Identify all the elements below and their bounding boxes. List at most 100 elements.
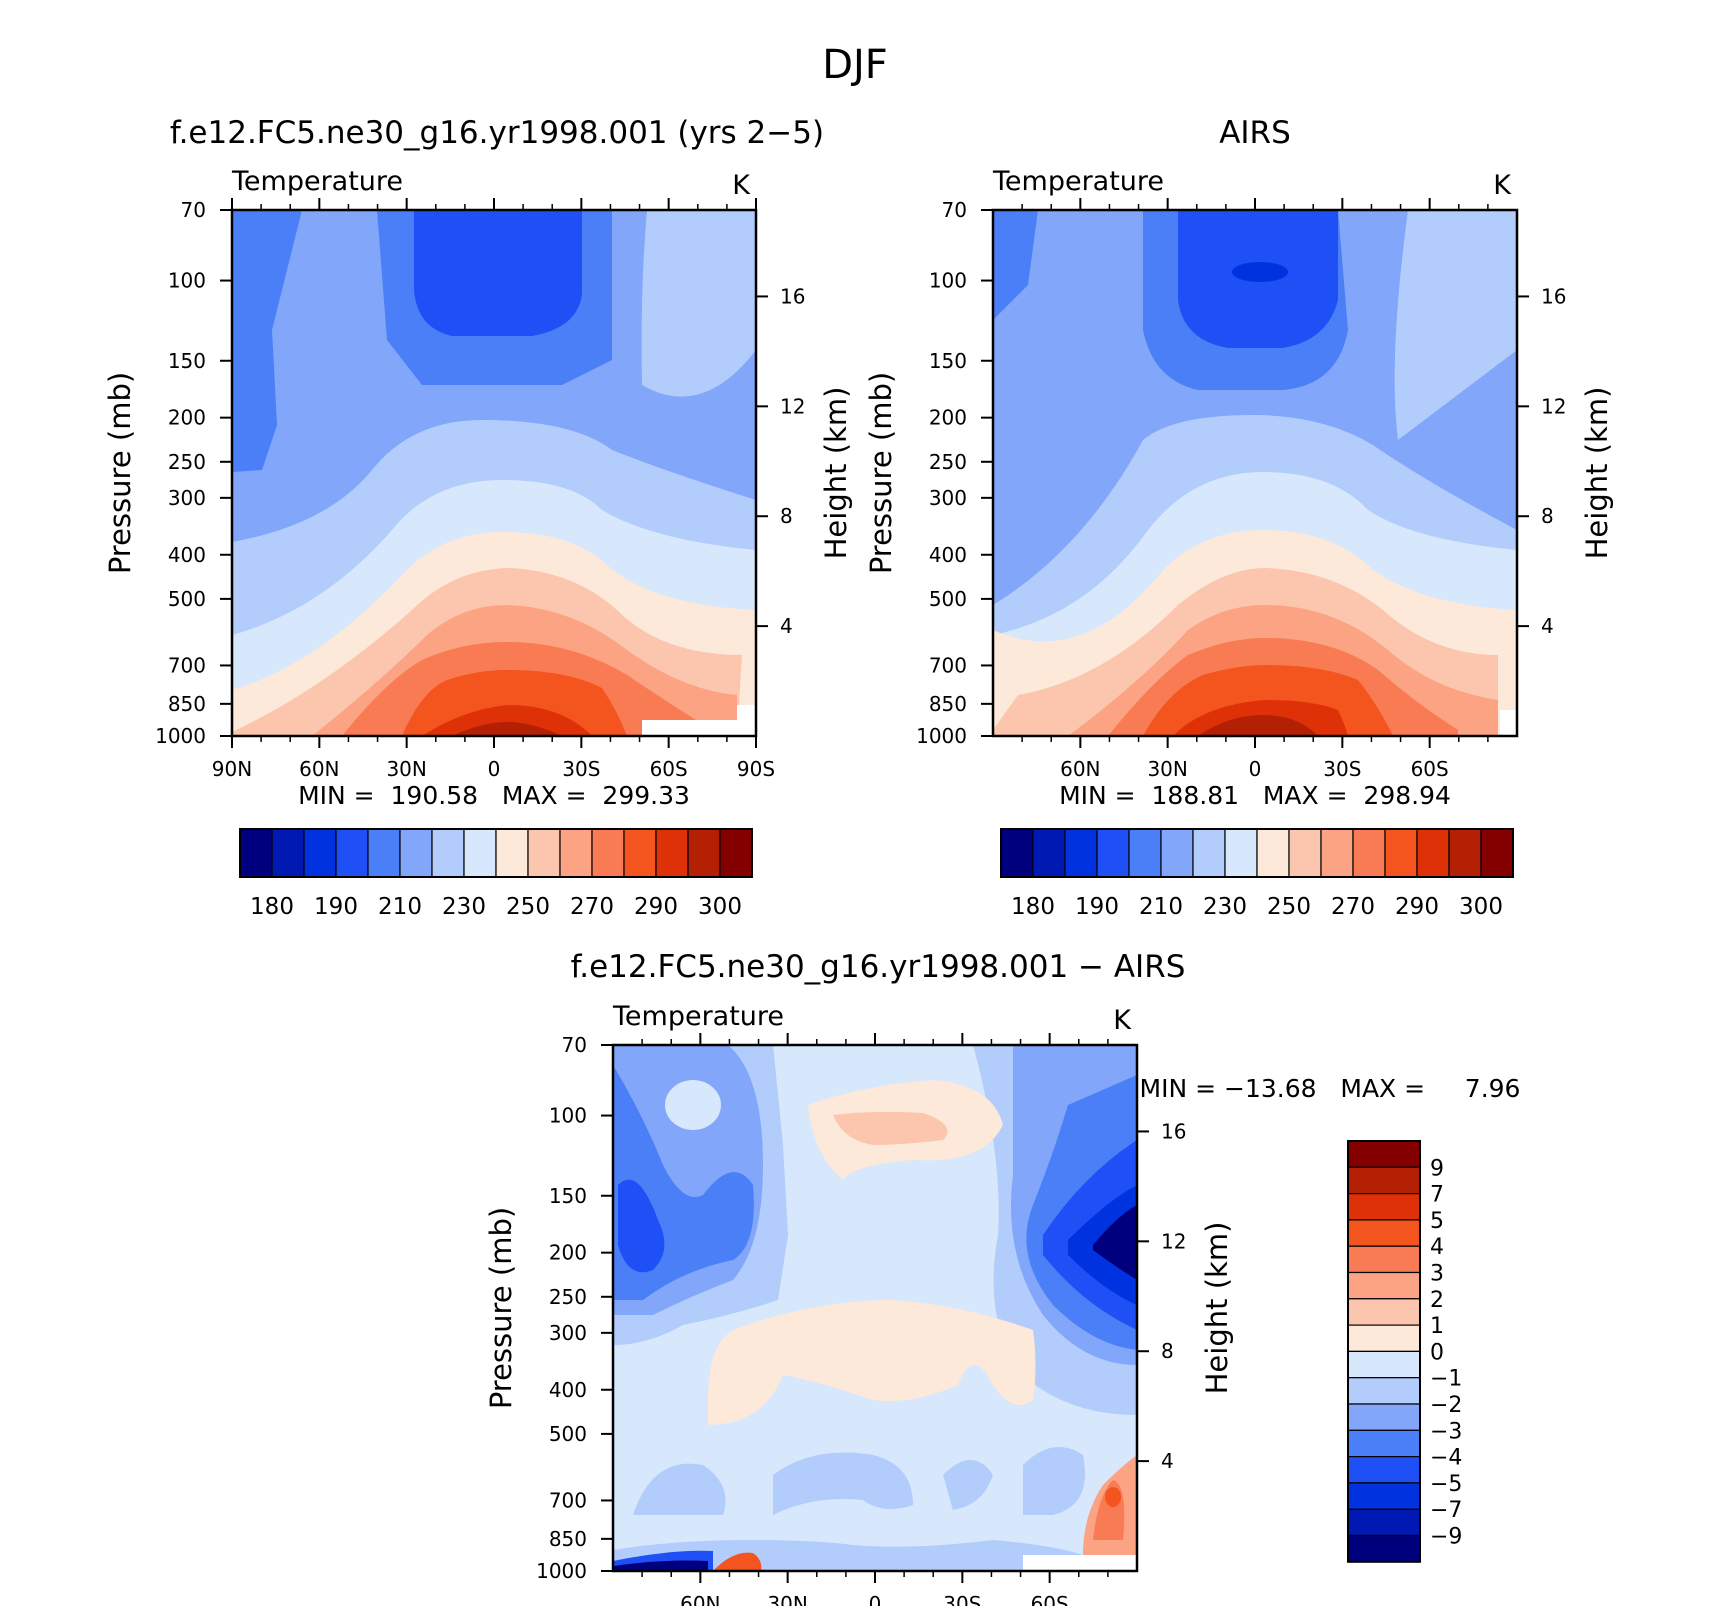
diff-ytick-label: 250	[549, 1285, 587, 1309]
left-ytick-label: 1000	[155, 724, 206, 748]
right-ytick-label: 70	[942, 198, 967, 222]
diff-colorbar-label: −5	[1430, 1472, 1462, 1497]
right-ytick-label: 1000	[916, 724, 967, 748]
figure-title: DJF	[822, 42, 888, 88]
diff-band-neg9c	[613, 1560, 708, 1571]
diff-colorbar-label: 9	[1430, 1156, 1444, 1181]
right-stats: MIN = 188.81 MAX = 298.94	[1059, 781, 1451, 810]
right-colorbar-box	[1064, 828, 1098, 878]
left-colorbar-label: 270	[570, 894, 614, 920]
diff-ytick-label: 300	[549, 1321, 587, 1345]
diff-colorbar-label: 0	[1430, 1340, 1444, 1365]
diff-colorbar-label: −9	[1430, 1525, 1462, 1550]
diff-ytick-label: 70	[562, 1033, 587, 1057]
right-colorbar-box	[1160, 828, 1194, 878]
right-y2label: Height (km)	[1580, 387, 1614, 560]
diff-colorbar-label: −3	[1430, 1419, 1462, 1444]
diff-y2tick-label: 16	[1161, 1119, 1186, 1143]
diff-units-label: K	[1113, 1005, 1132, 1036]
diff-ytick-label: 850	[549, 1527, 587, 1551]
left-colorbar-label: 180	[250, 894, 294, 920]
left-colorbar-frame	[239, 828, 753, 878]
right-colorbar-label: 250	[1267, 894, 1311, 920]
diff-y2tick-label: 8	[1161, 1339, 1174, 1363]
left-colorbar-box	[239, 828, 273, 878]
diff-colorbar-label: −7	[1430, 1498, 1462, 1523]
right-colorbar-box	[1000, 828, 1034, 878]
left-band-205	[414, 210, 582, 336]
left-colorbar-box	[623, 828, 657, 878]
right-xtick-label: 60S	[1411, 757, 1449, 781]
right-colorbar-box	[1384, 828, 1418, 878]
left-var-label: Temperature	[231, 166, 403, 197]
diff-colorbar-label: 1	[1430, 1314, 1444, 1339]
diff-band-pos0	[708, 1300, 1036, 1425]
right-xtick-label: 0	[1249, 757, 1262, 781]
diff-panel-title: f.e12.FC5.ne30_g16.yr1998.001 − AIRS	[571, 949, 1186, 985]
diff-colorbar-box	[1347, 1350, 1421, 1379]
diff-y2tick-label: 4	[1161, 1449, 1174, 1473]
left-ytick-label: 100	[168, 269, 206, 293]
left-colorbar-box	[687, 828, 721, 878]
diff-xtick-label: 0	[869, 1592, 882, 1606]
left-xtick-label: 90S	[737, 757, 775, 781]
left-colorbar-box	[719, 828, 753, 878]
right-ylabel: Pressure (mb)	[864, 372, 898, 574]
diff-colorbar-frame	[1347, 1140, 1421, 1563]
right-colorbar-label: 180	[1011, 894, 1055, 920]
right-y2tick-label: 16	[1541, 284, 1566, 308]
left-colorbar-box	[335, 828, 369, 878]
diff-colorbar-box	[1347, 1403, 1421, 1431]
left-ytick-label: 300	[168, 486, 206, 510]
diff-colorbar-label: 3	[1430, 1262, 1444, 1287]
right-panel: 70 100 150 200 250 300 400 500 700 850 1000 16 12 8 4 6…	[864, 166, 1614, 810]
diff-band-pos1	[833, 1111, 948, 1145]
diff-band-pos3	[713, 1552, 762, 1571]
right-band-235	[1394, 210, 1517, 440]
right-colorbar-box	[1224, 828, 1258, 878]
left-y2label: Height (km)	[819, 387, 853, 560]
right-ytick-label: 700	[929, 653, 967, 677]
right-ytick-label: 500	[929, 587, 967, 611]
diff-band-pos5	[1105, 1487, 1121, 1507]
right-colorbar-label: 210	[1139, 894, 1183, 920]
left-colorbar-box	[495, 828, 529, 878]
left-colorbar-label: 210	[378, 894, 422, 920]
left-colorbar-box	[591, 828, 625, 878]
right-var-label: Temperature	[992, 166, 1164, 197]
diff-ylabel: Pressure (mb)	[484, 1207, 518, 1409]
diff-band-neg9	[1093, 1205, 1137, 1280]
left-y2tick-label: 12	[780, 394, 805, 418]
right-colorbar: 180 190 210 230 250 270 290 300	[1000, 828, 1514, 920]
left-colorbar-box	[655, 828, 689, 878]
right-colorbar-label: 190	[1075, 894, 1119, 920]
right-ytick-label: 250	[929, 450, 967, 474]
diff-y2label: Height (km)	[1200, 1222, 1234, 1395]
right-colorbar-frame	[1000, 828, 1514, 878]
left-y2tick-label: 4	[780, 614, 793, 638]
diff-stats: MIN = −13.68 MAX = 7.96	[1140, 1074, 1521, 1103]
left-xtick-label: 60N	[299, 757, 339, 781]
right-band-215	[993, 210, 1038, 320]
diff-colorbar-label: 4	[1430, 1235, 1444, 1260]
right-colorbar-box	[1128, 828, 1162, 878]
diff-colorbar-box	[1347, 1324, 1421, 1353]
right-xtick-label: 30S	[1323, 757, 1361, 781]
right-colorbar-label: 270	[1331, 894, 1375, 920]
diff-band-neg2c	[633, 1463, 726, 1515]
left-panel: 70 100 150 200 250 300 400 500 700 850 1000 16 12 8 4 9…	[103, 166, 853, 810]
left-y2tick-label: 8	[780, 504, 793, 528]
diff-contour-fill	[613, 1045, 1137, 1571]
diff-colorbar-label: 7	[1430, 1183, 1444, 1208]
left-colorbar-box	[431, 828, 465, 878]
right-colorbar-box	[1416, 828, 1450, 878]
left-ytick-label: 700	[168, 653, 206, 677]
left-ytick-label: 150	[168, 349, 206, 373]
diff-patch-neg1	[665, 1080, 721, 1130]
left-colorbar-label: 190	[314, 894, 358, 920]
diff-ytick-label: 200	[549, 1241, 587, 1265]
diff-var-label: Temperature	[612, 1001, 784, 1032]
right-colorbar-box	[1448, 828, 1482, 878]
left-colorbar-label: 300	[698, 894, 742, 920]
